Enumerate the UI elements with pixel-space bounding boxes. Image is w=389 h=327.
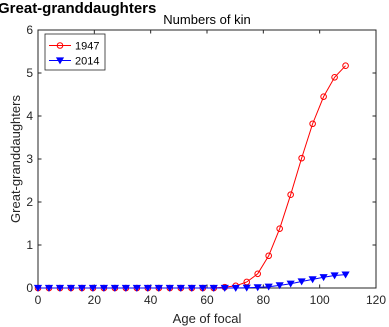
series-1947-point (320, 93, 327, 100)
series-2014-point (110, 284, 119, 292)
y-tick-label: 5 (26, 66, 33, 80)
series-2014-point (187, 284, 196, 292)
series-2014-point (55, 284, 65, 292)
series-2014-point (198, 284, 207, 292)
series-2014-point (99, 284, 109, 292)
series-2014-point (242, 284, 251, 292)
series-2014-point (132, 284, 141, 292)
series-1947-point (342, 62, 349, 69)
series-2014-point (275, 282, 284, 290)
y-tick-label: 0 (26, 281, 33, 295)
y-axis-label: Great-granddaughters (8, 95, 23, 223)
series-2014-point (341, 271, 350, 279)
x-tick-label: 60 (200, 293, 214, 307)
series-2014-point (330, 272, 339, 280)
series-2014-point (220, 284, 229, 292)
x-tick-label: 120 (366, 293, 386, 307)
series-2014-point (209, 284, 218, 292)
series-2014-point (253, 284, 262, 292)
series-2014-point (121, 284, 130, 292)
series-2014-point (165, 284, 174, 292)
series-2014-point (319, 274, 328, 282)
figure-suptitle: Great-granddaughters (0, 0, 156, 17)
legend-label: 1947 (75, 41, 99, 53)
series-2014-point (154, 284, 163, 292)
series-1947-point (254, 270, 262, 278)
y-tick-label: 4 (26, 109, 33, 123)
series-2014-point (143, 284, 152, 292)
series-1947-point (309, 120, 316, 128)
series-2014-point (66, 284, 76, 292)
x-tick-label: 80 (257, 293, 271, 307)
series-2014-point (286, 280, 295, 288)
series-1947-point (298, 154, 305, 162)
plot-area-frame (37, 29, 377, 289)
series-2014-point (77, 284, 87, 292)
x-tick-label: 40 (144, 293, 158, 307)
series-2014-point (308, 276, 317, 284)
chart-title: Numbers of kin (163, 12, 250, 27)
series-2014-point (33, 284, 43, 292)
series-1947-point (276, 225, 283, 232)
x-axis-label: Age of focal (173, 311, 242, 326)
series-2014-point (231, 284, 240, 292)
series-1947-point (287, 191, 294, 198)
series-2014-point (297, 278, 306, 286)
x-tick-label: 20 (88, 293, 102, 307)
series-2014-point (176, 284, 185, 292)
series-2014-point (264, 283, 273, 291)
series-2014-point (44, 284, 54, 292)
legend-swatch-marker (55, 57, 65, 65)
x-tick-label: 100 (310, 293, 330, 307)
y-tick-label: 3 (26, 152, 33, 166)
x-tick-label: 0 (35, 293, 42, 307)
series-1947-point (331, 74, 338, 81)
legend-box (44, 33, 106, 71)
legend-label: 2014 (75, 56, 99, 68)
y-tick-label: 6 (26, 23, 33, 37)
series-1947-point (265, 252, 272, 260)
y-tick-label: 2 (26, 195, 33, 209)
y-tick-label: 1 (26, 238, 33, 252)
legend-swatch-marker (56, 42, 64, 49)
series-2014-point (88, 284, 98, 292)
